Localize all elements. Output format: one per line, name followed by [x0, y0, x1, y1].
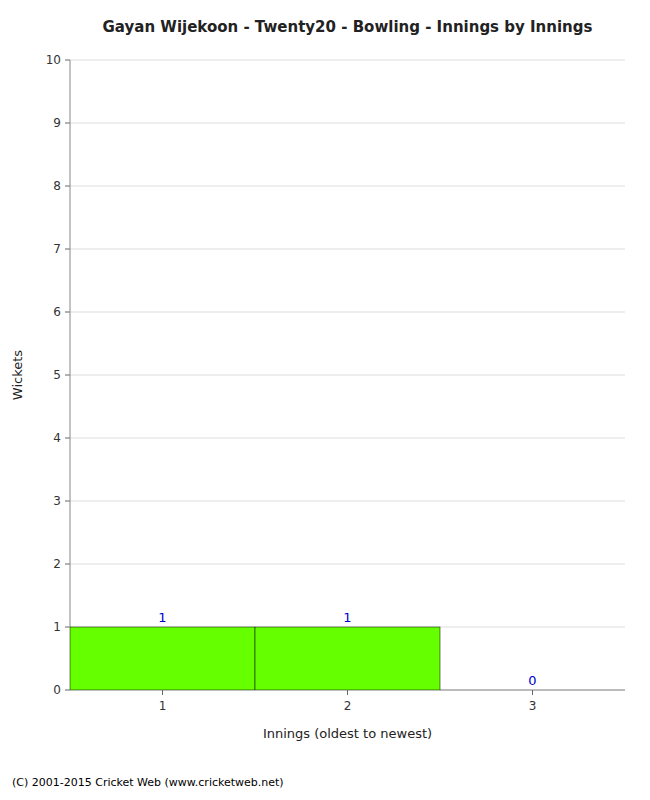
grid-line	[70, 123, 625, 124]
grid-line	[70, 60, 625, 61]
data-label: 0	[528, 673, 536, 688]
grid-line	[70, 249, 625, 250]
axes: 012345678910123	[46, 53, 625, 714]
x-tick	[532, 690, 533, 695]
y-tick	[65, 627, 70, 628]
y-tick-label: 10	[46, 53, 61, 67]
grid-line	[70, 312, 625, 313]
y-axis-label: Wickets	[10, 350, 25, 400]
bars	[70, 627, 440, 690]
y-tick-label: 0	[53, 683, 61, 697]
y-tick-label: 9	[53, 116, 61, 130]
x-tick	[162, 690, 163, 695]
y-tick-label: 4	[53, 431, 61, 445]
y-tick	[65, 249, 70, 250]
x-tick-label: 1	[159, 699, 167, 713]
y-tick	[65, 312, 70, 313]
y-tick	[65, 501, 70, 502]
x-tick	[347, 690, 348, 695]
y-tick-label: 5	[53, 368, 61, 382]
title: Gayan Wijekoon - Twenty20 - Bowling - In…	[103, 18, 593, 36]
y-tick-label: 7	[53, 242, 61, 256]
footer-annotation: (C) 2001-2015 Cricket Web (www.cricketwe…	[12, 776, 284, 789]
y-tick	[65, 438, 70, 439]
y-tick	[65, 564, 70, 565]
y-tick-label: 2	[53, 557, 61, 571]
y-tick-label: 8	[53, 179, 61, 193]
bar	[255, 627, 440, 690]
y-tick-label: 1	[53, 620, 61, 634]
x-axis-label: Innings (oldest to newest)	[263, 726, 432, 741]
y-tick	[65, 123, 70, 124]
bar	[440, 690, 625, 691]
data-label: 1	[158, 610, 166, 625]
y-tick	[65, 186, 70, 187]
grid-line	[70, 564, 625, 565]
data-label: 1	[343, 610, 351, 625]
y-tick	[65, 690, 70, 691]
grid	[70, 60, 625, 690]
y-axis-line	[70, 60, 71, 690]
grid-line	[70, 501, 625, 502]
y-tick	[65, 375, 70, 376]
chart-svg: 012345678910123110Gayan Wijekoon - Twent…	[0, 0, 650, 800]
bar	[70, 627, 255, 690]
y-tick	[65, 60, 70, 61]
data-labels: 1 1 0	[158, 610, 536, 688]
x-tick-label: 2	[344, 699, 352, 713]
grid-line	[70, 186, 625, 187]
grid-line	[70, 438, 625, 439]
y-tick-label: 6	[53, 305, 61, 319]
x-tick-label: 3	[529, 699, 537, 713]
chart-container: 012345678910123110Gayan Wijekoon - Twent…	[0, 0, 650, 800]
y-tick-label: 3	[53, 494, 61, 508]
grid-line	[70, 375, 625, 376]
